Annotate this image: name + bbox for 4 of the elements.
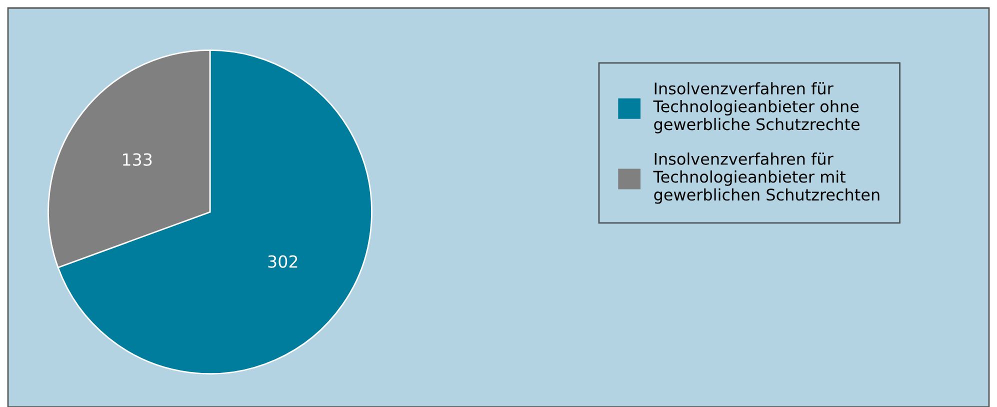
legend-label: Insolvenzverfahren für Technologieanbieter ohne gewerbliche Schutzrechte (653, 82, 860, 134)
data-label: 302 (268, 255, 298, 268)
legend-label: Insolvenzverfahren für Technologieanbieter mit gewerblichen Schutzrechten (653, 152, 880, 204)
data-label: 133 (123, 153, 152, 166)
